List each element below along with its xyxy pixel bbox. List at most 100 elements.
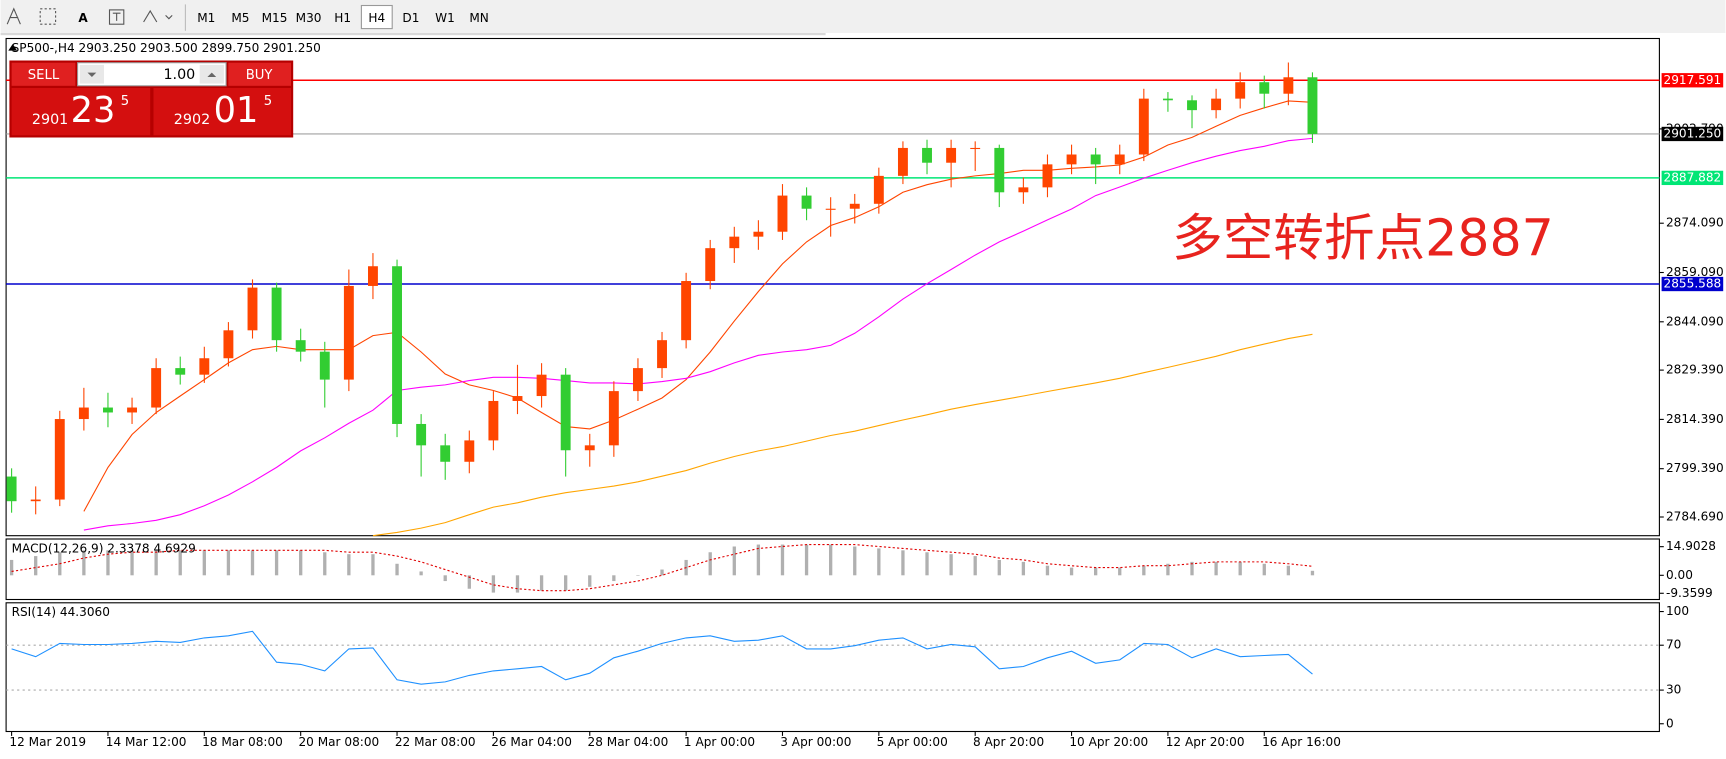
- macd-bar: [829, 544, 833, 576]
- sell-label: SELL: [28, 68, 60, 83]
- candle-body: [175, 368, 186, 375]
- tool-icon[interactable]: [39, 8, 57, 25]
- macd-bar: [226, 550, 231, 576]
- macd-bar: [202, 550, 206, 576]
- macd-bar: [636, 575, 640, 576]
- macd-bar: [564, 575, 568, 591]
- candle-body: [849, 203, 860, 209]
- macd-bar: [1310, 570, 1315, 576]
- macd-bar: [515, 575, 520, 593]
- candle-body: [970, 147, 981, 150]
- buy-button[interactable]: [228, 62, 291, 86]
- timeframe-label: D1: [402, 11, 419, 25]
- timeframe-label: M5: [231, 11, 249, 25]
- price-level-box: [1661, 276, 1724, 292]
- macd-bar: [732, 546, 736, 576]
- macd-bar: [154, 550, 158, 576]
- rsi-line: [11, 630, 1313, 685]
- toolbar: [0, 0, 1726, 33]
- y-tick-label: 14.9028: [1666, 539, 1716, 553]
- candle-body: [247, 287, 258, 331]
- macd-bar: [901, 550, 905, 576]
- candle-body: [1307, 77, 1318, 134]
- candle-body: [1162, 98, 1173, 101]
- macd-bar: [443, 575, 447, 582]
- macd-bar: [347, 554, 351, 576]
- macd-bar: [1142, 565, 1146, 576]
- x-tick-label: 12 Apr 20:00: [1166, 735, 1245, 749]
- axis-layer: 2902.7902874.0902859.0902844.0902829.390…: [9, 73, 1723, 749]
- macd-bar: [973, 556, 977, 576]
- y-tick-label: 0.00: [1666, 568, 1693, 582]
- tool-icon[interactable]: [112, 12, 121, 21]
- macd-bar: [491, 575, 496, 593]
- sell-button[interactable]: [11, 62, 76, 86]
- candle-body: [319, 351, 330, 380]
- macd-bar: [1262, 563, 1266, 576]
- timeframe-label: H4: [368, 11, 385, 25]
- x-tick-label: 18 Mar 08:00: [202, 735, 283, 749]
- candle-body: [897, 147, 908, 176]
- tool-icon[interactable]: A: [78, 11, 88, 25]
- lots-input[interactable]: [77, 62, 227, 87]
- candle-body: [1235, 82, 1246, 99]
- bid-box[interactable]: [11, 88, 151, 136]
- macd-bar: [34, 556, 38, 576]
- candle-body: [30, 499, 41, 502]
- tool-icon[interactable]: [6, 7, 21, 25]
- candle-body: [873, 175, 884, 204]
- timeframe-label: W1: [435, 11, 455, 25]
- timeframe-button[interactable]: [360, 4, 393, 30]
- moving-average: [372, 333, 1313, 537]
- y-tick-label: 2874.090: [1666, 216, 1724, 230]
- x-tick-label: 1 Apr 00:00: [684, 735, 755, 749]
- candle-body: [560, 374, 571, 451]
- tool-icon[interactable]: [108, 9, 125, 25]
- timeframe-label: M30: [296, 11, 322, 25]
- candle-body: [753, 231, 764, 237]
- buy-label: BUY: [246, 68, 274, 83]
- timeframe-bar: M1 M5 M15 M30 H1 H4 D1 W1 MN: [197, 4, 489, 30]
- candle-body: [271, 287, 282, 341]
- macd-bar: [612, 575, 616, 582]
- candle-body: [78, 407, 89, 420]
- one-click-trading: SELL 1.00 BUY 2901 23 5 2902 01 5: [9, 60, 294, 138]
- candle-body: [1090, 154, 1101, 165]
- candle-body: [223, 330, 234, 359]
- price-level-box: [1661, 170, 1724, 186]
- moving-average: [83, 100, 1313, 512]
- candle-body: [632, 368, 643, 392]
- macd-bar: [9, 559, 14, 576]
- macd-bar: [82, 550, 86, 576]
- candle-body: [464, 440, 475, 462]
- y-tick-label: 100: [1666, 604, 1689, 618]
- candle-body: [729, 236, 740, 249]
- candle-body: [1259, 82, 1270, 94]
- ask-box[interactable]: [153, 88, 292, 136]
- x-tick-label: 16 Apr 16:00: [1262, 735, 1341, 749]
- tool-icon[interactable]: [143, 9, 173, 23]
- macd-bar: [395, 563, 399, 576]
- candle-body: [705, 248, 716, 282]
- timeframe-label: H1: [334, 11, 351, 25]
- x-tick-label: 8 Apr 20:00: [973, 735, 1044, 749]
- x-tick-label: 26 Mar 04:00: [491, 735, 572, 749]
- candle-body: [1211, 98, 1222, 111]
- macd-bar: [1094, 567, 1098, 576]
- macd-bar: [1118, 567, 1122, 576]
- collapse-icon[interactable]: [8, 44, 18, 51]
- macd-title: MACD(12,26,9) 2.3378 4.6929: [12, 541, 196, 555]
- chart-title: SP500-,H4 2903.250 2903.500 2899.750 290…: [12, 41, 321, 55]
- macd-bar: [1069, 567, 1074, 576]
- y-tick-label: 2829.390: [1666, 363, 1724, 377]
- macd-bar: [1166, 563, 1170, 576]
- macd-bar: [1286, 565, 1291, 576]
- y-tick-label: 2844.090: [1666, 314, 1724, 328]
- candle-body: [1187, 100, 1197, 111]
- macd-bar: [925, 552, 929, 576]
- candle-body: [199, 358, 210, 375]
- price-level-label: 2901.250: [1664, 126, 1722, 140]
- lots-value: 1.00: [163, 67, 195, 83]
- price-level-label: 2887.882: [1664, 170, 1722, 184]
- candle-body: [922, 147, 932, 163]
